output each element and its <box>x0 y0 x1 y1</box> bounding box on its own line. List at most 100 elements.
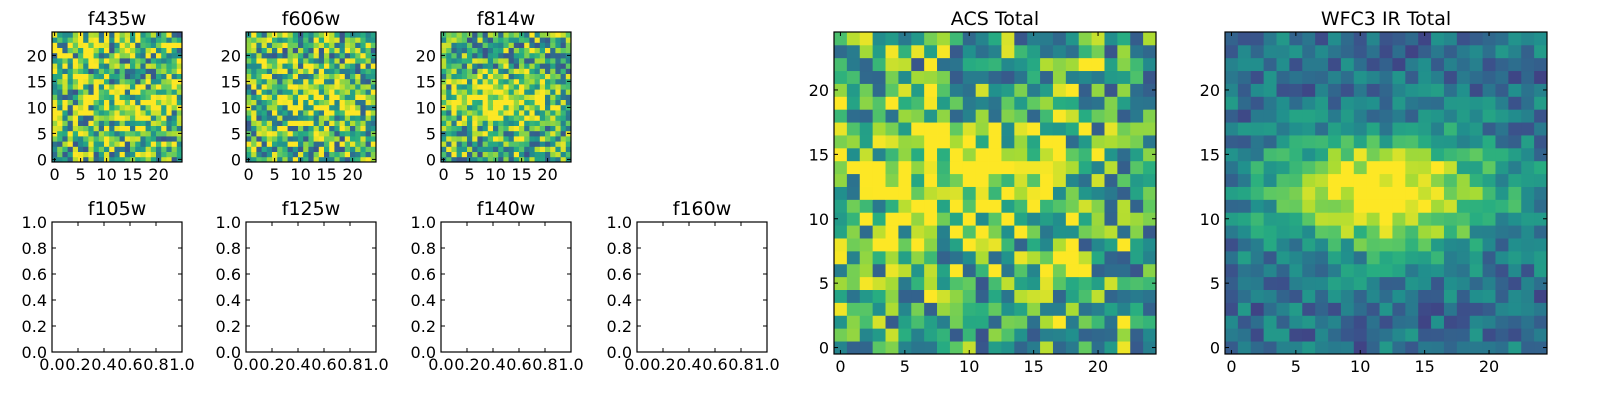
heatmap-cell <box>1237 315 1252 329</box>
heatmap-cell <box>52 42 58 48</box>
heatmap-cell <box>560 130 567 137</box>
heatmap-cell <box>1495 212 1509 226</box>
panel-title: f125w <box>282 198 341 220</box>
heatmap-cell <box>308 104 314 111</box>
heatmap-cell <box>272 136 278 142</box>
heatmap-cell <box>256 89 262 95</box>
heatmap-cell <box>539 136 546 142</box>
heatmap-cell <box>1431 135 1445 149</box>
heatmap-cell <box>477 125 483 132</box>
heatmap-cell <box>161 141 167 147</box>
heatmap-cell <box>140 42 146 48</box>
heatmap-cell <box>1143 328 1157 342</box>
heatmap-cell <box>1508 289 1522 303</box>
heatmap-cell <box>1405 328 1419 342</box>
heatmap-cell <box>72 37 79 43</box>
heatmap-cell <box>256 110 262 116</box>
heatmap-cell <box>937 44 951 59</box>
heatmap-cell <box>57 151 63 158</box>
heatmap-cell <box>872 135 886 149</box>
x-tick-label: 1.0 <box>754 355 779 374</box>
heatmap-cell <box>344 151 351 158</box>
heatmap-cell <box>1431 44 1445 59</box>
heatmap-cell <box>1027 83 1041 97</box>
heatmap-cell <box>1040 328 1054 342</box>
heatmap-cell <box>498 136 504 142</box>
heatmap-cell <box>472 42 478 48</box>
heatmap-cell <box>355 130 361 137</box>
heatmap-cell <box>1482 122 1496 136</box>
heatmap-cell <box>135 89 141 95</box>
heatmap-cell <box>555 37 561 43</box>
heatmap-cell <box>461 47 468 54</box>
heatmap-cell <box>1379 186 1393 200</box>
heatmap-cell <box>1482 160 1496 175</box>
heatmap-cell <box>1405 160 1419 175</box>
heatmap-cell <box>350 120 356 126</box>
heatmap-cell <box>334 125 340 132</box>
heatmap-cell <box>1495 289 1509 303</box>
heatmap-cell <box>365 84 372 90</box>
x-tick-label: 0.4 <box>91 355 116 374</box>
heatmap-cell <box>355 84 361 90</box>
heatmap-cell <box>370 37 377 43</box>
heatmap-cell <box>446 151 452 158</box>
heatmap-cell <box>1027 199 1041 213</box>
heatmap-cell <box>292 94 299 100</box>
heatmap-cell <box>539 89 546 95</box>
heatmap-cell <box>529 110 535 116</box>
heatmap-cell <box>1250 238 1265 252</box>
heatmap-cell <box>1302 289 1316 303</box>
heatmap-cell <box>1302 341 1316 355</box>
heatmap-cell <box>988 238 1002 252</box>
heatmap-cell <box>370 47 377 54</box>
heatmap-cell <box>519 58 525 64</box>
heatmap-cell <box>1263 83 1277 97</box>
heatmap-cell <box>1392 44 1406 59</box>
heatmap-cell <box>287 89 294 95</box>
heatmap-cell <box>78 99 84 106</box>
heatmap-cell <box>1521 302 1535 316</box>
heatmap-cell <box>456 47 463 54</box>
heatmap-cell <box>277 151 283 158</box>
heatmap-cell <box>472 146 478 152</box>
heatmap-cell <box>303 130 309 137</box>
heatmap-cell <box>1091 289 1105 303</box>
heatmap-cell <box>975 96 989 110</box>
heatmap-cell <box>937 70 951 84</box>
heatmap-cell <box>924 263 938 278</box>
heatmap-cell <box>1392 289 1406 303</box>
heatmap-cell <box>88 42 94 48</box>
heatmap-cell <box>441 63 447 69</box>
heatmap-cell <box>1104 70 1118 84</box>
heatmap-cell <box>57 52 63 59</box>
heatmap-cell <box>324 115 330 121</box>
heatmap-cell <box>171 151 178 158</box>
heatmap-cell <box>67 47 74 54</box>
heatmap-cell <box>171 32 178 38</box>
heatmap-cell <box>545 42 551 48</box>
heatmap-cell <box>1508 122 1522 136</box>
heatmap-cell <box>277 42 283 48</box>
heatmap-cell <box>911 109 925 123</box>
heatmap-cell <box>898 109 912 123</box>
heatmap-cell <box>161 120 167 126</box>
heatmap-cell <box>57 84 63 90</box>
heatmap-cell <box>156 58 162 64</box>
heatmap-cell <box>508 104 515 111</box>
heatmap-cell <box>62 136 68 142</box>
heatmap-cell <box>135 104 141 111</box>
heatmap-cell <box>1521 83 1535 97</box>
heatmap-cell <box>1027 173 1041 187</box>
heatmap-cell <box>539 58 546 64</box>
heatmap-cell <box>529 42 535 48</box>
heatmap-cell <box>114 125 120 132</box>
heatmap-cell <box>313 63 320 69</box>
heatmap-cell <box>114 68 120 74</box>
heatmap-cell <box>467 63 473 69</box>
panel-title: WFC3 IR Total <box>1321 8 1451 30</box>
heatmap-cell <box>171 115 178 121</box>
heatmap-cell <box>872 147 886 162</box>
heatmap-cell <box>446 32 452 38</box>
heatmap-cell <box>339 115 346 121</box>
